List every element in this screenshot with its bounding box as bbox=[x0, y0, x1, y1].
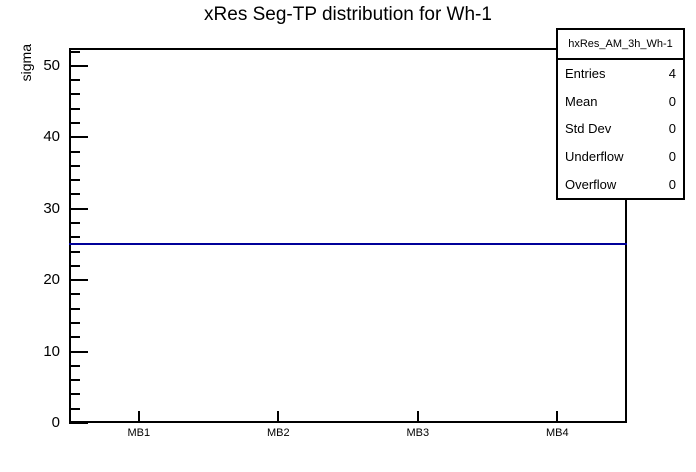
y-minor-tick bbox=[69, 364, 80, 367]
stats-row-label: Underflow bbox=[565, 149, 624, 165]
stats-rows: Entries 4 Mean 0 Std Dev 0 Underflow 0 Overflow 0 bbox=[558, 60, 683, 198]
y-minor-tick bbox=[69, 407, 80, 410]
y-major-tick bbox=[69, 422, 88, 424]
y-tick-label: 20 bbox=[43, 271, 60, 289]
stats-row: Std Dev 0 bbox=[558, 115, 683, 143]
y-major-tick bbox=[69, 350, 88, 353]
y-tick-label: 10 bbox=[43, 342, 60, 360]
chart-title: xRes Seg-TP distribution for Wh-1 bbox=[204, 4, 492, 25]
y-minor-tick bbox=[69, 379, 80, 382]
x-tick-label: MB3 bbox=[406, 427, 430, 439]
y-major-tick bbox=[69, 64, 88, 67]
y-minor-tick bbox=[69, 236, 80, 239]
y-minor-tick bbox=[69, 164, 80, 167]
y-minor-tick bbox=[69, 79, 80, 82]
stats-row-value: 4 bbox=[668, 66, 676, 82]
stats-box: hxRes_AM_3h_Wh-1 Entries 4 Mean 0 Std Dev 0 Un… bbox=[556, 28, 685, 200]
x-tick bbox=[556, 411, 559, 423]
x-tick-label: MB2 bbox=[266, 427, 290, 439]
y-minor-tick bbox=[69, 222, 80, 224]
histogram-line bbox=[348, 243, 488, 246]
x-tick bbox=[277, 411, 280, 423]
y-minor-tick bbox=[69, 250, 80, 253]
stats-row-value: 0 bbox=[668, 176, 676, 192]
y-minor-tick bbox=[69, 264, 80, 267]
histogram-line bbox=[69, 243, 209, 246]
stats-row: Overflow 0 bbox=[558, 170, 683, 198]
y-major-tick bbox=[69, 279, 88, 282]
y-tick-label: 50 bbox=[43, 56, 60, 74]
stats-row-label: Entries bbox=[565, 66, 606, 82]
stats-row-value: 0 bbox=[668, 121, 676, 137]
x-tick-label: MB4 bbox=[545, 427, 569, 439]
y-tick-label: 0 bbox=[51, 414, 60, 431]
x-tick bbox=[137, 411, 140, 423]
y-minor-tick bbox=[69, 93, 80, 96]
y-minor-tick bbox=[69, 393, 80, 396]
y-minor-tick bbox=[69, 336, 80, 339]
stats-row-value: 0 bbox=[668, 93, 676, 109]
stats-row: Underflow 0 bbox=[558, 143, 683, 171]
y-tick-label: 40 bbox=[43, 128, 60, 146]
y-minor-tick bbox=[69, 150, 80, 153]
y-minor-tick bbox=[69, 293, 80, 296]
histogram-line bbox=[487, 243, 627, 246]
y-tick-label: 30 bbox=[43, 199, 60, 217]
stats-row: Mean 0 bbox=[558, 88, 683, 116]
stats-box-title: hxRes_AM_3h_Wh-1 bbox=[558, 30, 683, 60]
y-major-tick bbox=[69, 207, 88, 210]
histogram-line bbox=[208, 243, 348, 246]
y-minor-tick bbox=[69, 307, 80, 310]
stats-row-label: Mean bbox=[565, 93, 598, 109]
stats-row-label: Overflow bbox=[565, 176, 617, 192]
stats-row-label: Std Dev bbox=[565, 121, 612, 137]
stats-row: Entries 4 bbox=[558, 60, 683, 88]
y-minor-tick bbox=[69, 122, 80, 124]
y-minor-tick bbox=[69, 179, 80, 182]
x-tick-label: MB1 bbox=[127, 427, 151, 439]
y-minor-tick bbox=[69, 193, 80, 196]
stats-row-value: 0 bbox=[668, 149, 676, 165]
plot-frame bbox=[69, 48, 627, 423]
y-minor-tick bbox=[69, 322, 80, 324]
y-major-tick bbox=[69, 136, 88, 139]
y-minor-tick bbox=[69, 107, 80, 110]
y-minor-tick bbox=[69, 50, 80, 53]
x-tick bbox=[416, 411, 419, 423]
